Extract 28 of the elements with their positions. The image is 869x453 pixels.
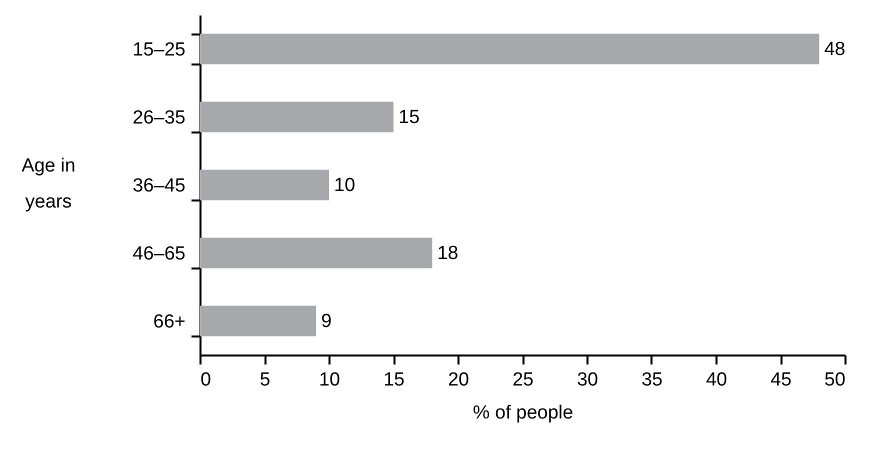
- bar: [200, 306, 316, 336]
- x-tick-label: 0: [200, 370, 212, 390]
- x-tick-label: 35: [641, 370, 663, 390]
- y-tick-label: 36–45: [132, 176, 186, 196]
- x-tick-label: 30: [576, 370, 598, 390]
- bar: [200, 238, 432, 268]
- data-label: 48: [824, 39, 846, 60]
- data-label: 18: [437, 243, 458, 264]
- x-tick-label: 10: [318, 370, 340, 390]
- bar: [200, 170, 329, 200]
- x-tick-label: 20: [448, 370, 470, 390]
- x-tick-label: 45: [770, 370, 792, 390]
- y-tick-label: 46–65: [132, 244, 186, 264]
- x-tick-label: 5: [260, 370, 270, 390]
- y-tick-label: 26–35: [132, 108, 186, 128]
- data-label: 10: [334, 175, 356, 196]
- x-tick-label: 40: [706, 370, 728, 390]
- x-tick-label: 25: [512, 370, 534, 390]
- x-tick-label: 15: [383, 370, 405, 390]
- y-tick-label: 66+: [153, 312, 186, 332]
- x-axis-title: % of people: [472, 402, 574, 424]
- bar: [200, 102, 394, 132]
- bar: [200, 34, 820, 64]
- data-label: 15: [398, 107, 420, 128]
- y-axis-title: Age in years: [22, 156, 76, 212]
- data-label: 9: [321, 311, 332, 332]
- x-tick-label: 50: [824, 370, 846, 390]
- y-tick-label: 15–25: [132, 40, 186, 60]
